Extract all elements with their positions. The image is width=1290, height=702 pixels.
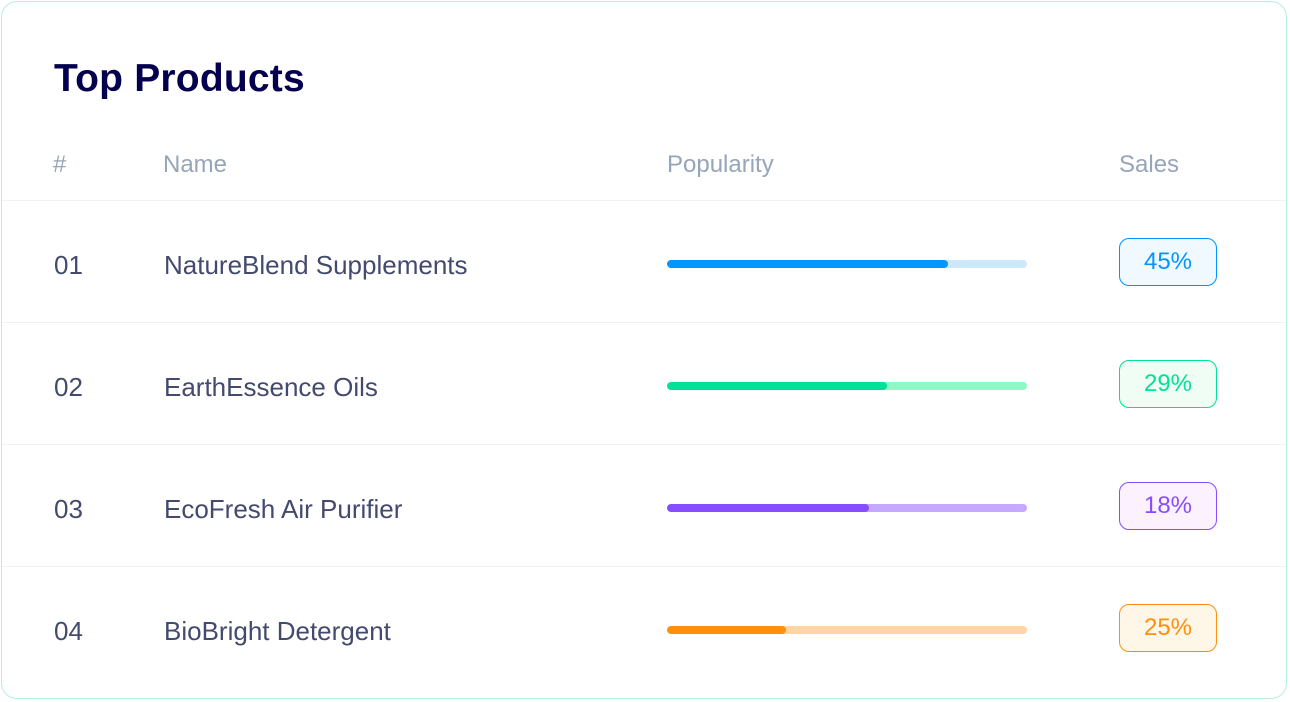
row-product-name: EarthEssence Oils bbox=[164, 372, 378, 402]
column-header-name: Name bbox=[163, 151, 228, 178]
popularity-bar-fill bbox=[667, 504, 869, 512]
sales-badge: 18% bbox=[1119, 482, 1217, 530]
table-body: 01 NatureBlend Supplements 45% 02 EarthE… bbox=[2, 201, 1286, 688]
row-rank: 04 bbox=[54, 616, 83, 646]
popularity-bar-track bbox=[667, 504, 1027, 512]
column-header-rank: # bbox=[53, 151, 67, 178]
row-rank: 01 bbox=[54, 250, 83, 280]
card-title: Top Products bbox=[54, 57, 305, 100]
table-row: 01 NatureBlend Supplements 45% bbox=[2, 201, 1286, 323]
popularity-bar-track bbox=[667, 260, 1027, 268]
popularity-bar-track bbox=[667, 626, 1027, 634]
row-rank: 03 bbox=[54, 494, 83, 524]
row-product-name: EcoFresh Air Purifier bbox=[164, 494, 403, 524]
table-row: 02 EarthEssence Oils 29% bbox=[2, 323, 1286, 445]
row-product-name: NatureBlend Supplements bbox=[164, 250, 468, 280]
sales-badge: 29% bbox=[1119, 360, 1217, 408]
row-product-name: BioBright Detergent bbox=[164, 616, 391, 646]
popularity-bar-track bbox=[667, 382, 1027, 390]
popularity-bar-fill bbox=[667, 260, 948, 268]
table-row: 04 BioBright Detergent 25% bbox=[2, 567, 1286, 688]
sales-badge: 45% bbox=[1119, 238, 1217, 286]
sales-badge: 25% bbox=[1119, 604, 1217, 652]
row-rank: 02 bbox=[54, 372, 83, 402]
popularity-bar-fill bbox=[667, 626, 786, 634]
table-row: 03 EcoFresh Air Purifier 18% bbox=[2, 445, 1286, 567]
popularity-bar-fill bbox=[667, 382, 887, 390]
table-header: # Name Popularity Sales bbox=[2, 142, 1286, 201]
column-header-sales: Sales bbox=[1119, 151, 1180, 178]
column-header-popularity: Popularity bbox=[667, 151, 774, 178]
